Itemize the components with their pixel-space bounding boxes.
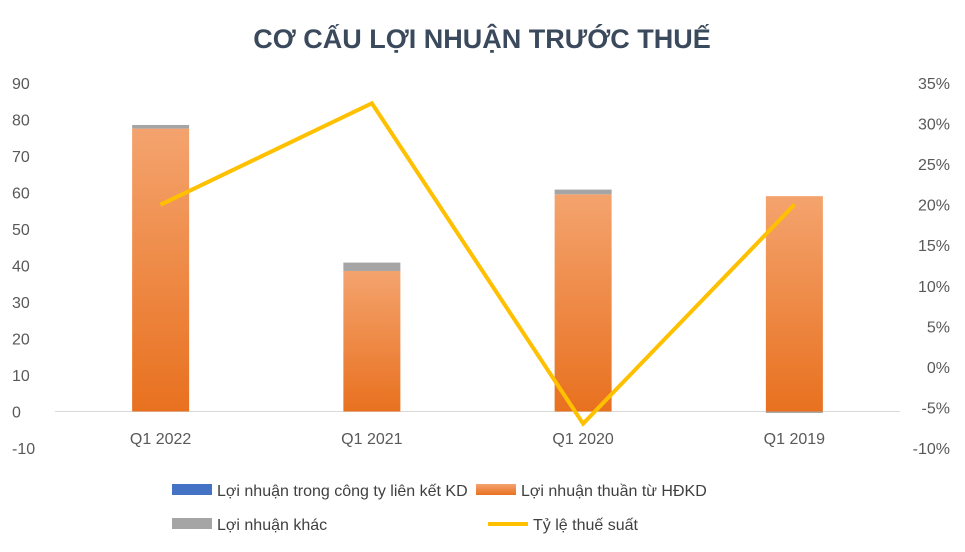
right-tick-label: 20%	[918, 198, 950, 215]
legend: Lợi nhuận trong công ty liên kết KD Lợi n…	[172, 483, 707, 534]
right-tick-label: 5%	[927, 319, 950, 336]
bar-segment	[554, 189, 612, 195]
legend-label: Lợi nhuận trong công ty liên kết KD	[217, 483, 468, 500]
x-axis: Q1 2022 Q1 2021 Q1 2020 Q1 2019	[130, 431, 825, 448]
bar-segment	[343, 270, 401, 412]
bar-segment	[765, 196, 823, 412]
left-axis: 90 80 70 60 50 40 30 20 10 0 -10	[12, 76, 35, 458]
legend-label: Tỷ lệ thuế suất	[533, 517, 639, 534]
right-tick-label: 15%	[918, 238, 950, 255]
left-tick-label: 30	[12, 295, 30, 312]
left-tick-label: 50	[12, 222, 30, 239]
right-tick-label: 25%	[918, 157, 950, 174]
left-tick-label: 90	[12, 76, 30, 93]
right-tick-label: -5%	[922, 400, 950, 417]
right-tick-label: 10%	[918, 279, 950, 296]
right-tick-label: 30%	[918, 117, 950, 134]
bar-segment	[765, 411, 823, 413]
legend-swatch	[172, 518, 212, 529]
right-tick-label: 35%	[918, 76, 950, 93]
line-point	[793, 204, 795, 206]
legend-swatch	[476, 484, 516, 495]
x-tick-label: Q1 2019	[764, 431, 825, 448]
line-point	[371, 102, 373, 104]
bar-segment	[132, 128, 190, 412]
left-tick-label: 40	[12, 259, 30, 276]
left-tick-label: 60	[12, 186, 30, 203]
x-tick-label: Q1 2021	[341, 431, 402, 448]
legend-label: Lợi nhuận khác	[217, 517, 327, 534]
left-tick-label: 10	[12, 368, 30, 385]
left-tick-label: 80	[12, 113, 30, 130]
left-tick-label: 70	[12, 149, 30, 166]
line-point	[160, 204, 162, 206]
line-series	[159, 100, 796, 427]
legend-label: Lợi nhuận thuần từ HĐKD	[521, 483, 707, 500]
left-tick-label: 20	[12, 332, 30, 349]
x-tick-label: Q1 2020	[552, 431, 613, 448]
left-tick-label: 0	[12, 405, 21, 422]
bar-segment	[343, 262, 401, 271]
bar-segment	[132, 124, 190, 129]
bar-segment	[554, 194, 612, 412]
right-tick-label: 0%	[927, 360, 950, 377]
left-tick-label: -10	[12, 441, 35, 458]
line-point	[582, 423, 584, 425]
chart-title: CƠ CẤU LỢI NHUẬN TRƯỚC THUẾ	[253, 23, 710, 54]
line-series-group	[159, 100, 796, 427]
x-tick-label: Q1 2022	[130, 431, 191, 448]
legend-swatch	[172, 484, 212, 495]
bars-group	[132, 124, 823, 413]
right-tick-label: -10%	[913, 441, 950, 458]
right-axis: 35% 30% 25% 20% 15% 10% 5% 0% -5% -10%	[913, 76, 950, 458]
